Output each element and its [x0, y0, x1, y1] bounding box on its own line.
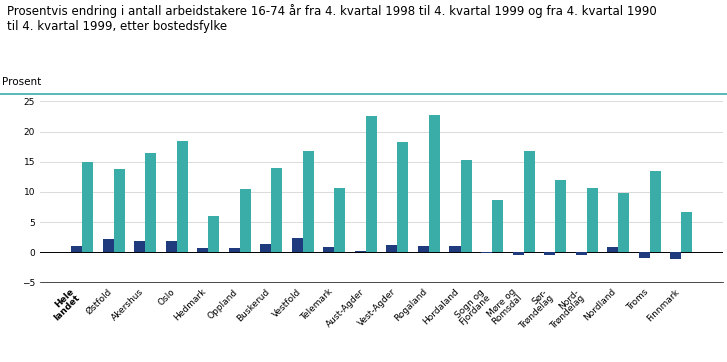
Bar: [607, 247, 618, 252]
Bar: [618, 193, 630, 252]
Bar: [134, 241, 145, 252]
Bar: [208, 216, 220, 252]
Bar: [197, 248, 208, 252]
Bar: [492, 200, 503, 252]
Bar: [398, 142, 409, 252]
Bar: [513, 252, 523, 255]
Bar: [460, 160, 472, 252]
Bar: [166, 241, 177, 252]
Bar: [303, 151, 314, 252]
Bar: [71, 246, 82, 252]
Bar: [576, 252, 587, 254]
Bar: [429, 115, 440, 252]
Bar: [271, 168, 282, 252]
Bar: [82, 162, 93, 252]
Bar: [639, 252, 650, 258]
Text: Prosent: Prosent: [2, 77, 41, 87]
Bar: [418, 246, 429, 252]
Bar: [387, 245, 398, 252]
Bar: [113, 169, 124, 252]
Bar: [681, 212, 692, 252]
Bar: [324, 247, 334, 252]
Bar: [103, 239, 113, 252]
Bar: [670, 252, 681, 260]
Bar: [449, 245, 460, 252]
Bar: [587, 188, 598, 252]
Bar: [240, 189, 251, 252]
Bar: [145, 153, 156, 252]
Bar: [260, 244, 271, 252]
Bar: [555, 180, 566, 252]
Bar: [177, 140, 188, 252]
Bar: [229, 248, 240, 252]
Bar: [650, 171, 661, 252]
Bar: [355, 251, 366, 252]
Text: Prosentvis endring i antall arbeidstakere 16-74 år fra 4. kvartal 1998 til 4. kv: Prosentvis endring i antall arbeidstaker…: [7, 4, 657, 33]
Bar: [523, 151, 534, 252]
Bar: [292, 238, 303, 252]
Bar: [481, 252, 492, 253]
Bar: [544, 252, 555, 255]
Bar: [366, 117, 377, 252]
Bar: [334, 188, 345, 252]
